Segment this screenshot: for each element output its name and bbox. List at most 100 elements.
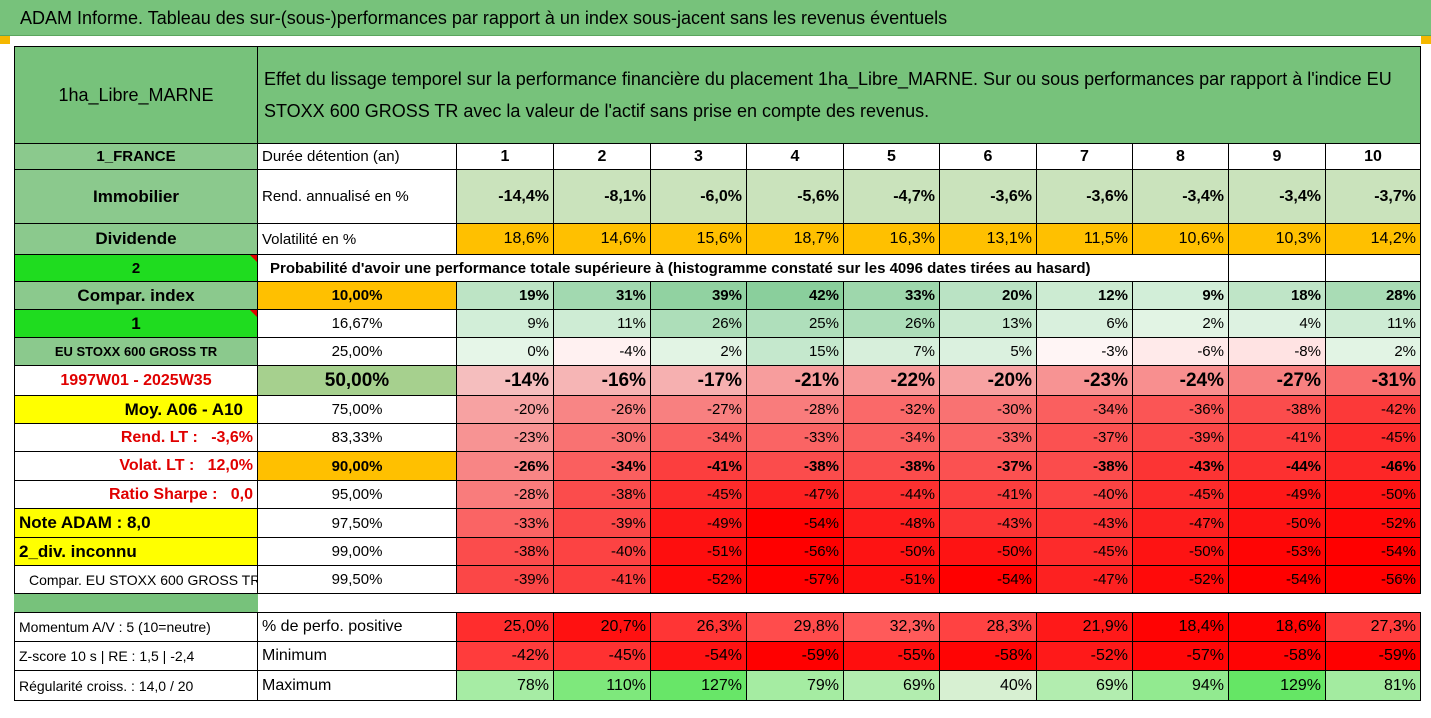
table-description: Effet du lissage temporel sur la perform… [258,46,1421,144]
percentile-value-cell: -43% [1133,452,1229,481]
percentile-value-cell: 20% [940,282,1037,310]
percentile-value-cell: -45% [1326,424,1421,452]
positive-perf-cell: 18,6% [1229,612,1326,642]
sharpe-ratio-label: Ratio Sharpe : 0,0 [14,481,258,509]
percentile-value-cell: -41% [940,481,1037,509]
percentile-value-cell: 0% [457,338,554,366]
percentile-value-cell: 42% [747,282,844,310]
year-header: 1 [457,144,554,170]
percentile-value-cell: -38% [554,481,651,509]
dividend-status-label: 2_div. inconnu [14,538,258,566]
annualized-return-cell: -6,0% [651,170,747,224]
percentile-value-cell: -39% [554,509,651,538]
percentile-value-cell: -47% [1037,566,1133,594]
percentile-value-cell: -45% [651,481,747,509]
percentile-value-cell: 11% [554,310,651,338]
percentile-value-cell: -54% [1229,566,1326,594]
percentile-value-cell: 9% [1133,282,1229,310]
percentile-value-cell: -49% [651,509,747,538]
percentile-value-cell: -31% [1326,366,1421,396]
percentile-value-cell: -38% [457,538,554,566]
percentile-value-cell: -38% [844,452,940,481]
percentile-value-cell: -54% [747,509,844,538]
gap-bar [14,594,258,612]
regularity-label: Régularité croiss. : 14,0 / 20 [14,671,258,701]
percentile-value-cell: -47% [747,481,844,509]
percentile-value-cell: 26% [651,310,747,338]
percentile-value-cell: -39% [457,566,554,594]
year-header: 9 [1229,144,1326,170]
percentile-value-cell: -50% [940,538,1037,566]
minimum-label: Minimum [258,642,457,671]
percentile-value-cell: 6% [1037,310,1133,338]
percentile-value-cell: -50% [844,538,940,566]
year-header: 10 [1326,144,1421,170]
minimum-cell: -42% [457,642,554,671]
positive-perf-cell: 32,3% [844,612,940,642]
percentile-label: 97,50% [258,509,457,538]
annualized-return-cell: -3,4% [1229,170,1326,224]
percentile-label: 50,00% [258,366,457,396]
percentile-value-cell: 13% [940,310,1037,338]
percentile-value-cell: 15% [747,338,844,366]
percentile-value-cell: 33% [844,282,940,310]
percentile-label: 99,50% [258,566,457,594]
volatility-label: Volatilité en % [258,224,457,255]
percentile-value-cell: 5% [940,338,1037,366]
percentile-value-cell: -14% [457,366,554,396]
maximum-cell: 129% [1229,671,1326,701]
percentile-value-cell: -37% [1037,424,1133,452]
percentile-value-cell: -40% [1037,481,1133,509]
minimum-cell: -59% [747,642,844,671]
percentile-value-cell: -26% [457,452,554,481]
maximum-cell: 94% [1133,671,1229,701]
year-header: 3 [651,144,747,170]
percentile-value-cell: 19% [457,282,554,310]
rank-one-cell: 1 [14,310,258,338]
percentile-value-cell: 2% [1326,338,1421,366]
percentile-label: 75,00% [258,396,457,424]
percentile-value-cell: -38% [1229,396,1326,424]
percentile-value-cell: -50% [1229,509,1326,538]
minimum-cell: -54% [651,642,747,671]
percentile-value-cell: -56% [1326,566,1421,594]
maximum-label: Maximum [258,671,457,701]
percentile-value-cell: -41% [554,566,651,594]
percentile-value-cell: -43% [940,509,1037,538]
minimum-cell: -45% [554,642,651,671]
percentile-value-cell: 26% [844,310,940,338]
volatility-cell: 18,7% [747,224,844,255]
maximum-cell: 69% [1037,671,1133,701]
category-label: Immobilier [14,170,258,224]
percentile-value-cell: -39% [1133,424,1229,452]
percentile-value-cell: -45% [1133,481,1229,509]
country-label: 1_FRANCE [14,144,258,170]
percentile-value-cell: -47% [1133,509,1229,538]
positive-perf-cell: 20,7% [554,612,651,642]
adam-score-label: Note ADAM : 8,0 [14,509,258,538]
average-label: Moy. A06 - A10 [14,396,258,424]
percentile-value-cell: -33% [747,424,844,452]
year-header: 4 [747,144,844,170]
percentile-value-cell: -8% [1229,338,1326,366]
percentile-value-cell: -45% [1037,538,1133,566]
percentile-value-cell: 11% [1326,310,1421,338]
percentile-value-cell: -51% [844,566,940,594]
minimum-cell: -57% [1133,642,1229,671]
annualized-return-cell: -14,4% [457,170,554,224]
percentile-value-cell: -54% [1326,538,1421,566]
volatility-cell: 10,6% [1133,224,1229,255]
volatility-cell: 13,1% [940,224,1037,255]
annualized-return-cell: -8,1% [554,170,651,224]
volatility-cell: 18,6% [457,224,554,255]
percentile-value-cell: -28% [457,481,554,509]
positive-perf-cell: 26,3% [651,612,747,642]
percentile-value-cell: -32% [844,396,940,424]
percentile-value-cell: -52% [651,566,747,594]
percentile-value-cell: -56% [747,538,844,566]
year-header: 2 [554,144,651,170]
percentile-value-cell: -44% [844,481,940,509]
percentile-value-cell: -51% [651,538,747,566]
percentile-value-cell: -48% [844,509,940,538]
percentile-value-cell: 31% [554,282,651,310]
